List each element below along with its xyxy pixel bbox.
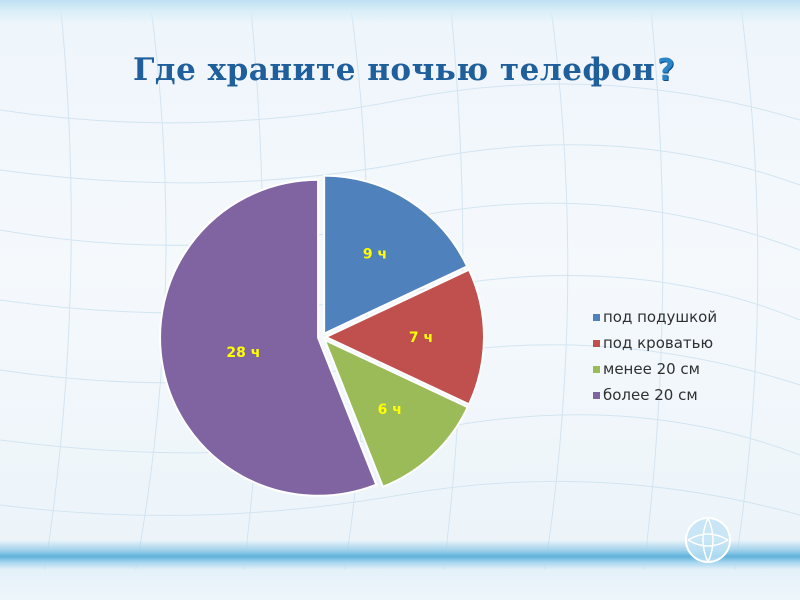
data-label-2: 7 ч	[409, 330, 433, 346]
legend-item: под кроватью	[593, 330, 793, 356]
pie-slice-3	[322, 337, 470, 489]
pie-slice-4	[159, 178, 378, 497]
bottom-footer-band	[0, 570, 800, 600]
globe-logo-icon	[685, 517, 731, 563]
question-mark-icon: ?	[657, 53, 676, 88]
pie-slice-2	[323, 268, 485, 406]
legend-swatch	[593, 365, 600, 373]
page-title: Где храните ночью телефон?	[133, 52, 773, 96]
legend-item: менее 20 см	[593, 356, 793, 382]
legend-swatch	[593, 339, 600, 347]
legend-item: более 20 см	[593, 382, 793, 408]
legend-label: под подушкой	[603, 308, 718, 326]
legend-label: под кроватью	[603, 334, 714, 352]
bottom-decor-band	[0, 540, 800, 570]
chart-legend: под подушкой под кроватью менее 20 см более…	[593, 304, 793, 408]
data-label-4: 28 ч	[226, 345, 260, 361]
legend-swatch	[593, 391, 600, 399]
legend-item: под подушкой	[593, 304, 793, 330]
legend-label: менее 20 см	[603, 360, 700, 378]
legend-label: более 20 см	[603, 386, 698, 404]
legend-swatch	[593, 313, 600, 321]
pie-slice-1	[323, 174, 469, 336]
page-title-text: Где храните ночью телефон	[133, 52, 656, 88]
data-label-1: 9 ч	[363, 246, 387, 262]
data-label-3: 6 ч	[378, 402, 402, 418]
top-decor-band	[0, 0, 800, 24]
